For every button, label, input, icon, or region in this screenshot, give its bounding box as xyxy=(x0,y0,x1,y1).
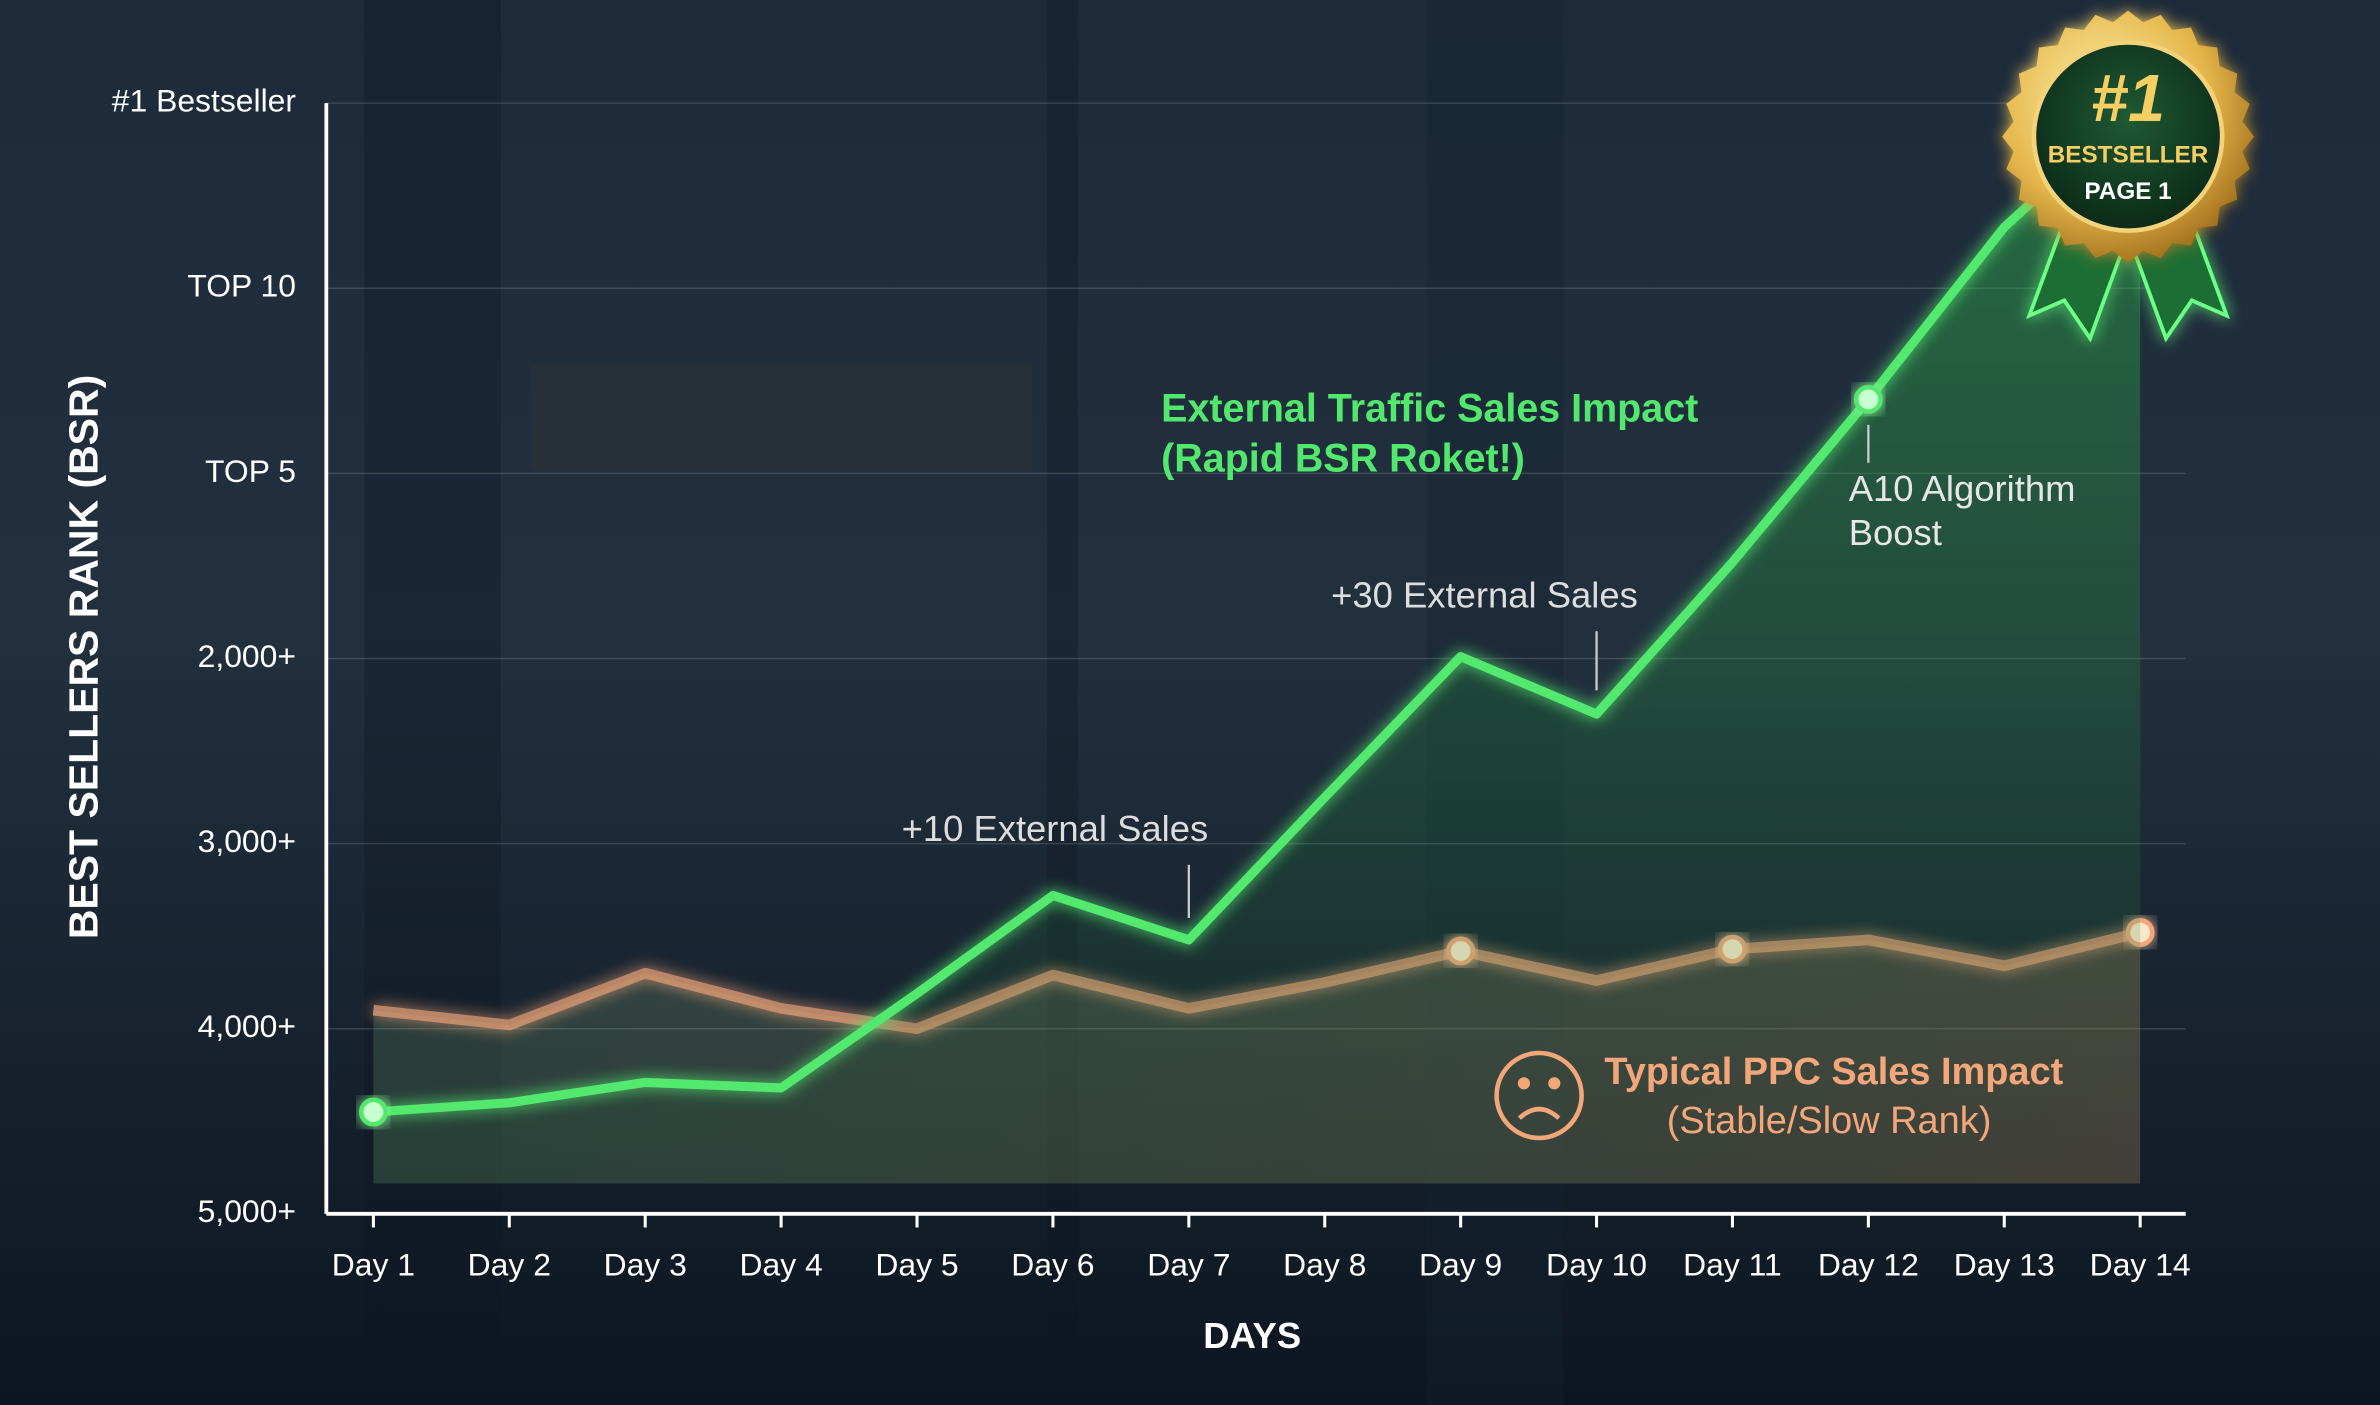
x-tick-label: Day 13 xyxy=(1954,1246,2055,1282)
y-tick-label: TOP 10 xyxy=(187,268,296,304)
x-tick-label: Day 3 xyxy=(604,1246,687,1282)
x-tick-label: Day 7 xyxy=(1147,1246,1230,1282)
x-tick-label: Day 12 xyxy=(1818,1246,1919,1282)
green-area xyxy=(373,103,2141,1184)
face-outline xyxy=(1494,1050,1584,1141)
series-line xyxy=(373,99,2144,1117)
highlight-point xyxy=(1853,384,1883,414)
highlight-point xyxy=(358,1097,388,1127)
badge: #1 BESTSELLER PAGE 1 xyxy=(2002,10,2255,343)
y-tick-label: #1 Bestseller xyxy=(112,83,297,119)
legend-label: External Traffic Sales Impact xyxy=(1161,387,1698,431)
y-tick-label: TOP 5 xyxy=(205,453,296,489)
face-eye xyxy=(1548,1077,1561,1090)
y-tick-label: 5,000+ xyxy=(198,1193,296,1229)
x-tick-label: Day 4 xyxy=(739,1246,822,1282)
x-axis-title: DAYS xyxy=(1203,1315,1301,1356)
badge-text: BESTSELLER xyxy=(2048,142,2209,169)
face-eye xyxy=(1517,1077,1530,1090)
legend-subtitle: (Stable/Slow Rank) xyxy=(1667,1100,1992,1142)
x-tick-label: Day 8 xyxy=(1283,1246,1366,1282)
annotation: A10 Algorithm xyxy=(1849,468,2076,509)
sad-face-icon xyxy=(1494,1050,1584,1141)
y-tick-label: 2,000+ xyxy=(198,638,296,674)
x-tick-label: Day 1 xyxy=(332,1246,415,1282)
x-tick-label: Day 10 xyxy=(1546,1246,1647,1282)
x-tick-label: Day 14 xyxy=(2090,1246,2191,1282)
badge-text: PAGE 1 xyxy=(2084,178,2171,205)
x-tick-label: Day 11 xyxy=(1683,1246,1782,1282)
legend-subtitle: (Rapid BSR Roket!) xyxy=(1161,437,1525,481)
y-tick-label: 3,000+ xyxy=(198,823,296,859)
y-tick-label: 4,000+ xyxy=(198,1008,296,1044)
annotation: +30 External Sales xyxy=(1331,574,1638,615)
x-tick-label: Day 9 xyxy=(1419,1246,1502,1282)
badge-inner xyxy=(2031,40,2225,233)
x-tick-label: Day 6 xyxy=(1011,1246,1094,1282)
badge-rank: #1 xyxy=(2091,62,2165,136)
x-tick-label: Day 2 xyxy=(468,1246,551,1282)
face-mouth xyxy=(1517,1106,1561,1120)
x-tick-label: Day 5 xyxy=(875,1246,958,1282)
y-axis-title: BEST SELLERS RANK (BSR) xyxy=(60,375,106,939)
legend-label: Typical PPC Sales Impact xyxy=(1604,1051,2063,1093)
annotation: +10 External Sales xyxy=(902,808,1209,849)
annotation: Boost xyxy=(1849,512,1942,553)
